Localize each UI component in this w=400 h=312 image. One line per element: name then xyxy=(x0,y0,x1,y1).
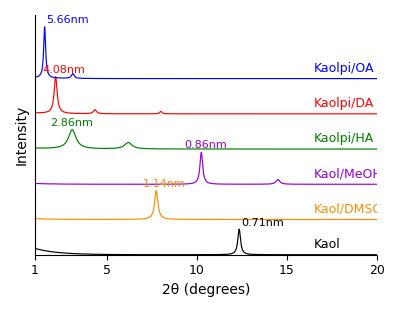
X-axis label: 2θ (degrees): 2θ (degrees) xyxy=(162,283,250,297)
Text: 2.86nm: 2.86nm xyxy=(50,118,93,128)
Text: 4.08nm: 4.08nm xyxy=(43,65,86,75)
Text: 1.14nm: 1.14nm xyxy=(143,179,186,189)
Text: 0.86nm: 0.86nm xyxy=(184,140,227,150)
Text: Kaol: Kaol xyxy=(314,238,341,251)
Y-axis label: Intensity: Intensity xyxy=(15,105,29,165)
Text: Kaol/DMSO: Kaol/DMSO xyxy=(314,202,383,216)
Text: 5.66nm: 5.66nm xyxy=(46,15,89,25)
Text: Kaolpi/OA: Kaolpi/OA xyxy=(314,61,374,75)
Text: 0.71nm: 0.71nm xyxy=(241,218,284,228)
Text: Kaolpi/DA: Kaolpi/DA xyxy=(314,97,374,110)
Text: Kaolpi/HA: Kaolpi/HA xyxy=(314,132,374,145)
Text: Kaol/MeOH: Kaol/MeOH xyxy=(314,167,383,180)
